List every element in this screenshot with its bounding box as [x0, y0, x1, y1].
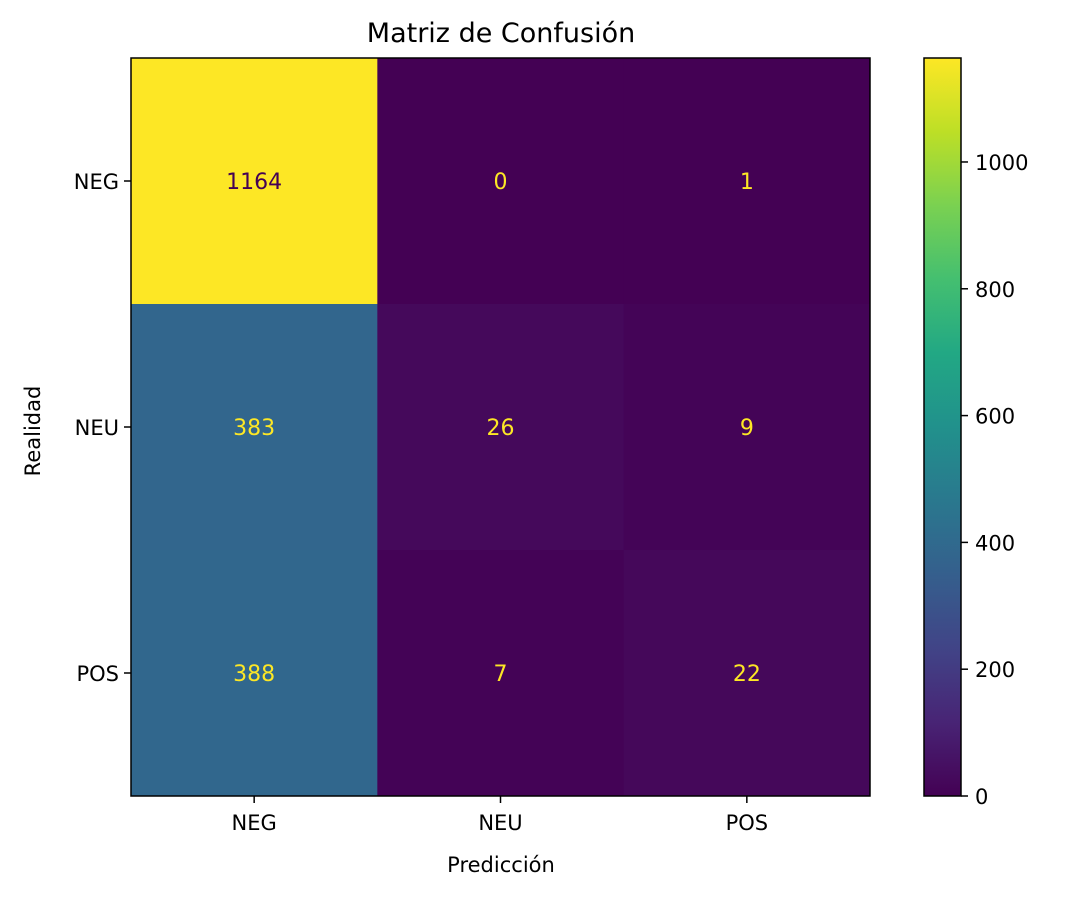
colorbar-tick-label: 200	[975, 658, 1015, 682]
x-axis-label: Predicción	[447, 853, 555, 877]
colorbar-tick-label: 1000	[975, 151, 1028, 175]
cell-value-label: 1164	[226, 170, 282, 195]
cell-value-label: 388	[233, 662, 275, 687]
y-tick-label: NEU	[75, 416, 119, 440]
matrix-cell	[623, 550, 871, 797]
cell-value-label: 7	[494, 662, 508, 687]
chart-title: Matriz de Confusión	[367, 18, 635, 49]
cell-value-label: 26	[487, 416, 515, 441]
y-axis-label: Realidad	[21, 386, 45, 477]
cell-value-label: 22	[733, 662, 761, 687]
x-axis-ticks: NEG NEU POS	[232, 796, 769, 835]
matrix-cell-labels: 1164 0 1 383 26 9 388 7 22	[226, 170, 761, 687]
matrix-cell	[377, 550, 625, 797]
colorbar-tick-label: 800	[975, 278, 1015, 302]
colorbar-frame	[923, 57, 962, 797]
matrix-cell	[131, 58, 378, 305]
matrix-cells	[131, 58, 871, 797]
colorbar-tick-label: 600	[975, 405, 1015, 429]
cell-value-label: 1	[740, 170, 754, 195]
matrix-cell	[377, 304, 625, 551]
cell-value-label: 9	[740, 416, 754, 441]
x-tick-label: NEU	[478, 811, 522, 835]
matrix-cell	[623, 304, 871, 551]
x-tick-label: POS	[726, 811, 769, 835]
colorbar-ticks: 0 200 400 600 800 1000	[961, 151, 1028, 809]
matrix-cell	[623, 58, 871, 305]
cell-value-label: 0	[494, 170, 508, 195]
y-tick-label: NEG	[74, 170, 119, 194]
matrix-cell	[377, 58, 625, 305]
colorbar-tick-label: 0	[975, 785, 988, 809]
colorbar	[924, 58, 961, 796]
colorbar-tick-label: 400	[975, 531, 1015, 555]
matrix-cell	[131, 304, 378, 551]
matrix-cell	[131, 550, 378, 797]
cell-value-label: 383	[233, 416, 275, 441]
x-tick-label: NEG	[232, 811, 277, 835]
y-axis-ticks: NEG NEU POS	[74, 170, 131, 686]
y-tick-label: POS	[76, 662, 119, 686]
